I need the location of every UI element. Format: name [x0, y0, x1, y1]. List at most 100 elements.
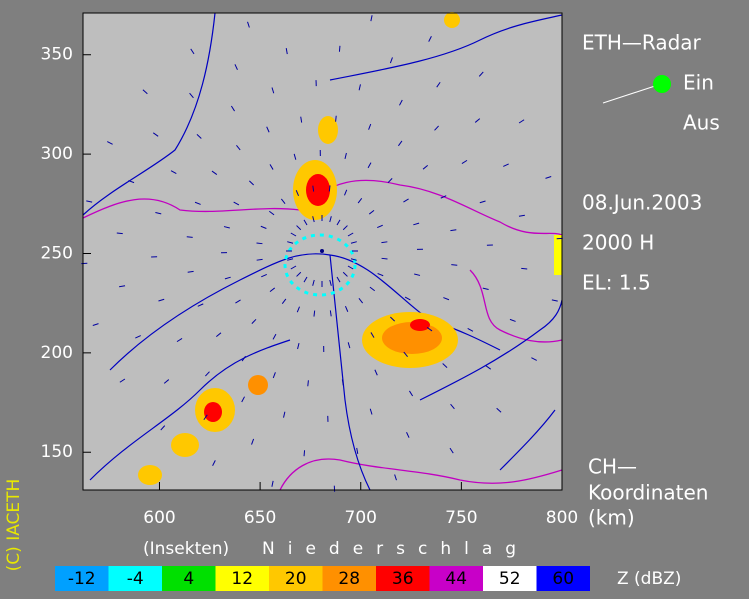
range-mark — [235, 299, 241, 304]
range-mark — [211, 170, 218, 175]
range-mark — [434, 125, 439, 131]
range-mark — [328, 185, 331, 192]
range-mark — [160, 425, 166, 431]
range-mark — [205, 371, 210, 377]
legend-unit: Z (dBZ) — [617, 569, 681, 589]
range-mark — [413, 222, 420, 226]
range-mark — [403, 351, 408, 358]
range-mark — [197, 303, 204, 307]
range-mark — [248, 180, 255, 186]
range-mark — [545, 176, 552, 179]
range-mark — [296, 306, 300, 313]
range-mark — [521, 267, 528, 270]
x-tick-label: 750 — [445, 508, 477, 528]
range-mark — [442, 363, 448, 368]
range-mark — [377, 273, 384, 277]
range-mark — [230, 105, 235, 112]
range-mark — [215, 332, 222, 337]
range-mark — [389, 316, 396, 322]
range-mark — [287, 258, 294, 261]
range-mark — [374, 369, 378, 376]
range-mark — [233, 201, 240, 206]
range-mark — [461, 159, 468, 164]
scale-cell — [429, 566, 483, 591]
range-mark — [381, 257, 388, 260]
range-mark — [312, 279, 315, 286]
range-mark — [342, 271, 348, 277]
range-mark — [381, 241, 388, 244]
echo — [554, 235, 562, 275]
switch-on: Ein — [683, 71, 714, 95]
date: 08.Jun.2003 — [582, 191, 702, 215]
range-mark — [295, 190, 300, 196]
range-mark — [370, 332, 375, 338]
copyright: (C) IACETH — [4, 479, 24, 572]
echo — [248, 375, 268, 395]
switch-indicator — [653, 75, 671, 93]
scale-label: 28 — [338, 569, 360, 589]
range-mark — [485, 365, 492, 370]
range-mark — [422, 165, 429, 170]
geography — [82, 12, 563, 491]
coord-label: CH— — [588, 455, 637, 479]
range-mark — [350, 241, 357, 244]
range-mark — [409, 390, 414, 397]
range-mark — [357, 197, 363, 204]
range-mark — [398, 140, 403, 147]
range-mark — [290, 232, 297, 237]
x-tick-label: 650 — [244, 508, 276, 528]
range-mark — [280, 198, 286, 205]
range-mark — [399, 99, 403, 106]
range-mark — [142, 89, 148, 95]
border — [279, 458, 563, 491]
scale-label: 4 — [183, 569, 194, 589]
range-mark — [336, 276, 341, 283]
scale-label: -4 — [127, 569, 144, 589]
range-mark — [367, 162, 372, 169]
scale-label: 52 — [499, 569, 521, 589]
range-mark — [234, 64, 238, 70]
scale-cell — [322, 566, 376, 591]
range-mark — [303, 450, 306, 457]
range-mark — [176, 338, 183, 343]
range-mark — [449, 447, 454, 454]
scale-label: -12 — [68, 569, 96, 589]
range-mark — [116, 232, 123, 235]
echo — [204, 402, 222, 422]
range-mark — [269, 164, 274, 170]
y-tick-label: 150 — [41, 442, 73, 462]
radar-site — [320, 249, 324, 253]
range-mark — [370, 15, 373, 22]
river — [329, 14, 563, 81]
range-mark — [443, 297, 450, 301]
range-mark — [158, 298, 165, 302]
range-mark — [329, 310, 332, 317]
range-mark — [479, 200, 486, 204]
range-mark — [369, 408, 373, 415]
echo — [382, 322, 442, 354]
range-mark — [186, 236, 193, 238]
range-mark — [297, 343, 300, 350]
range-mark — [269, 287, 276, 293]
range-mark — [256, 258, 263, 261]
time: 2000 H — [582, 231, 654, 255]
range-mark — [503, 163, 509, 167]
range-mark — [551, 299, 558, 302]
range-mark — [119, 378, 126, 383]
scale-cell — [376, 566, 430, 591]
elevation: EL: 1.5 — [582, 271, 651, 295]
range-mark — [387, 177, 393, 184]
range-mark — [260, 225, 267, 229]
range-mark — [190, 48, 195, 55]
range-mark — [266, 126, 270, 133]
range-mark — [283, 411, 286, 418]
scale-label: 36 — [392, 569, 414, 589]
title: ETH—Radar — [582, 31, 702, 55]
range-mark — [329, 216, 332, 223]
range-mark — [482, 287, 489, 290]
range-mark — [341, 379, 344, 386]
scale-cell — [55, 566, 109, 591]
scale-cell — [162, 566, 216, 591]
range-mark — [467, 328, 474, 332]
range-mark — [196, 134, 202, 139]
